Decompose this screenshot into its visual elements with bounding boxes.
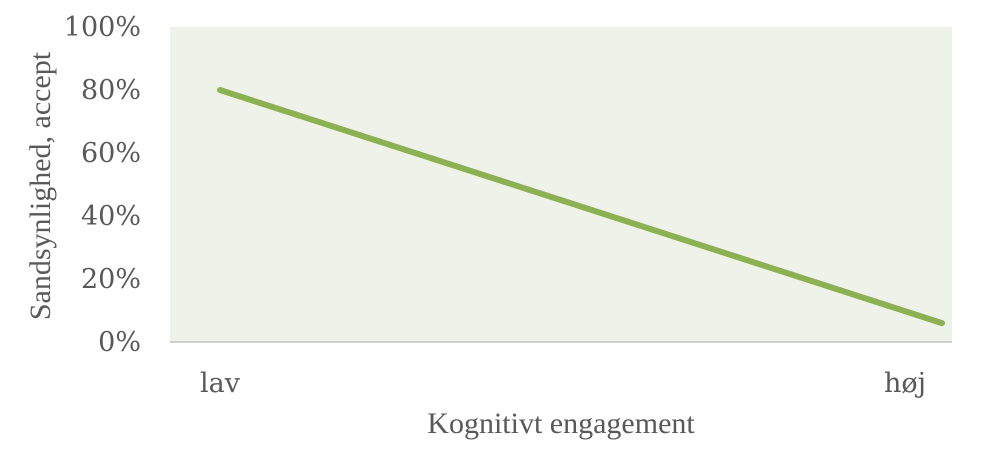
x-axis-title: Kognitivt engagement (427, 407, 695, 440)
y-tick-label: 40% (81, 201, 141, 232)
y-tick-label: 20% (81, 264, 141, 295)
y-tick-label: 100% (64, 12, 141, 43)
series-layer (217, 87, 945, 327)
x-tick-label: høj (884, 368, 926, 399)
y-tick-label: 0% (98, 327, 141, 358)
y-tick-label: 60% (81, 138, 141, 169)
x-tick-label: lav (200, 368, 241, 399)
plot-area (170, 27, 952, 342)
x-axis-ticks: lav høj (200, 368, 926, 399)
y-axis-title: Sandsynlighed, accept (24, 51, 57, 320)
y-axis-ticks: 0% 20% 40% 60% 80% 100% (64, 12, 141, 358)
y-tick-label: 80% (81, 75, 141, 106)
series-line (217, 87, 945, 327)
